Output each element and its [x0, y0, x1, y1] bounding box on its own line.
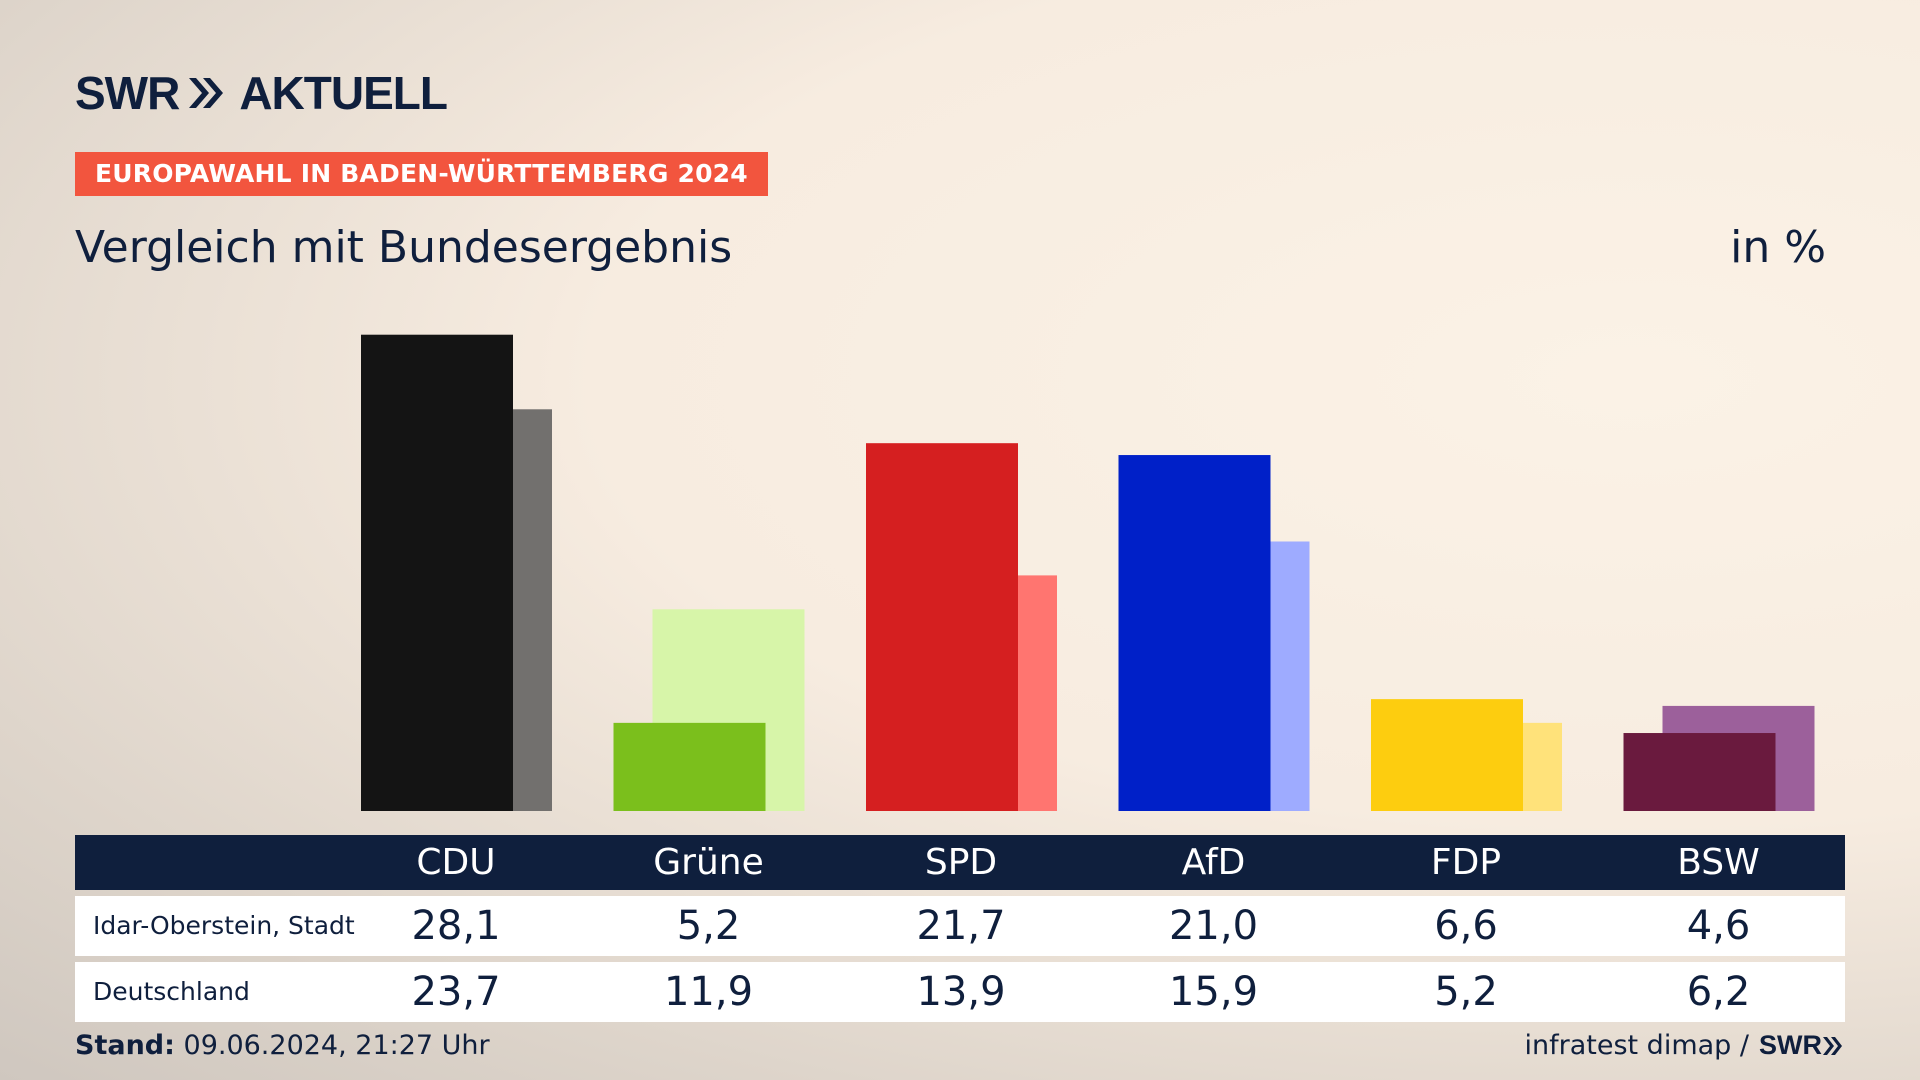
bar-local-grüne — [613, 722, 766, 811]
row-label-local: Idar-Oberstein, Stadt — [93, 911, 355, 940]
source-credit: infratest dimap / SWR — [1524, 1030, 1844, 1061]
value-cell-national-afd: 15,9 — [1168, 969, 1259, 1015]
column-header-afd: AfD — [1181, 842, 1246, 883]
stand-label: Stand: — [75, 1030, 175, 1061]
value-cell-national-fdp: 5,2 — [1434, 969, 1498, 1015]
column-header-cdu: CDU — [416, 842, 496, 883]
bar-local-bsw — [1623, 733, 1776, 811]
value-cell-local-bsw: 4,6 — [1686, 903, 1751, 949]
table-row-local: Idar-Oberstein, Stadt 28,1 5,2 21,7 21,0 6,6… — [75, 896, 1845, 956]
bar-local-fdp — [1371, 699, 1523, 811]
value-cell-local-cdu: 28,1 — [411, 903, 501, 949]
results-table: CDU Grüne SPD AfD FDP BSW Idar-Oberstein, Sta… — [75, 835, 1845, 1022]
column-header-fdp: FDP — [1430, 842, 1502, 883]
column-header-spd: SPD — [924, 842, 998, 883]
bar-local-cdu — [361, 334, 513, 811]
value-cell-local-grüne: 5,2 — [676, 903, 741, 949]
value-cell-local-spd: 21,7 — [916, 903, 1006, 949]
table-header-row: CDU Grüne SPD AfD FDP BSW — [75, 835, 1845, 890]
bar-local-afd — [1118, 455, 1271, 811]
value-cell-local-fdp: 6,6 — [1434, 903, 1498, 949]
value-cell-national-bsw: 6,2 — [1686, 969, 1751, 1015]
bar-chart — [361, 334, 1815, 811]
chart-subtitle: Vergleich mit Bundesergebnis — [75, 222, 733, 273]
timestamp: Stand: 09.06.2024, 21:27 Uhr — [75, 1030, 490, 1061]
stand-value: 09.06.2024, 21:27 Uhr — [183, 1030, 490, 1061]
logo-swr-text: SWR — [75, 67, 180, 119]
source-text: infratest dimap / — [1524, 1030, 1749, 1061]
double-chevron-icon — [189, 78, 224, 108]
table-row-national: Deutschland 23,7 11,9 13,9 15,9 5,2 6,2 — [75, 962, 1845, 1022]
value-cell-national-spd: 13,9 — [916, 969, 1006, 1015]
logo-aktuell-text: AKTUELL — [239, 67, 448, 119]
value-cell-local-afd: 21,0 — [1168, 903, 1259, 949]
footer-swr-logo: SWR — [1759, 1030, 1822, 1060]
election-badge: EUROPAWAHL IN BADEN-WÜRTTEMBERG 2024 — [75, 152, 768, 196]
value-cell-national-cdu: 23,7 — [411, 969, 501, 1015]
swr-aktuell-logo: SWR AKTUELL — [75, 67, 448, 119]
value-cell-national-grüne: 11,9 — [663, 969, 754, 1015]
column-header-grüne: Grüne — [653, 842, 764, 883]
row-label-national: Deutschland — [93, 977, 250, 1006]
column-header-bsw: BSW — [1677, 842, 1760, 883]
bar-local-spd — [866, 443, 1018, 811]
footer-double-chevron-icon — [1823, 1036, 1842, 1055]
unit-label: in % — [1730, 222, 1826, 273]
